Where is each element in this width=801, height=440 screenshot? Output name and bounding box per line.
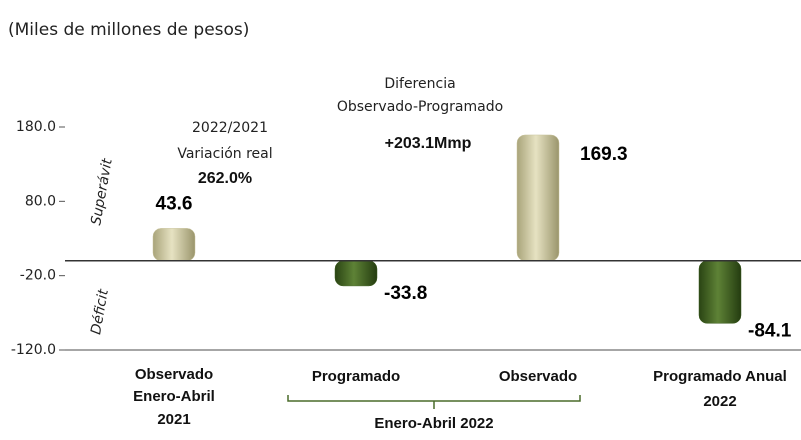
y-tick-label: 80.0 — [25, 193, 56, 209]
x-tick-label: Observado — [499, 368, 577, 385]
annotation: Superávit — [88, 157, 116, 227]
annotation: Observado-Programado — [337, 99, 503, 115]
y-tick-label: -120.0 — [11, 342, 56, 358]
y-tick-label: -20.0 — [20, 268, 56, 284]
x-tick-label: Programado Anual — [653, 368, 787, 385]
value-label: 43.6 — [156, 193, 193, 214]
value-label: -84.1 — [748, 320, 792, 341]
value-label: -33.8 — [384, 283, 427, 304]
x-tick-label: Observado — [135, 366, 213, 383]
y-tick-label: 180.0 — [16, 119, 56, 135]
annotation: 2022/2021 — [192, 120, 268, 136]
x-tick-label: 2022 — [703, 393, 736, 410]
annotation: 262.0% — [198, 170, 252, 187]
x-tick-label: Programado — [312, 368, 400, 385]
x-tick-label: 2021 — [157, 411, 190, 428]
bar — [698, 260, 742, 324]
bar — [152, 228, 196, 262]
annotation: Déficit — [88, 288, 112, 336]
x-tick-label: Enero-Abril — [133, 388, 215, 405]
group-label: Enero-Abril 2022 — [374, 415, 493, 432]
bar — [334, 260, 378, 287]
subtitle: (Miles de millones de pesos) — [8, 20, 249, 40]
value-label: 169.3 — [580, 144, 628, 165]
annotation: +203.1Mmp — [385, 135, 472, 152]
bar — [516, 134, 560, 262]
group-bracket — [287, 395, 581, 409]
annotation: Diferencia — [384, 76, 455, 92]
annotation: Variación real — [177, 146, 272, 162]
